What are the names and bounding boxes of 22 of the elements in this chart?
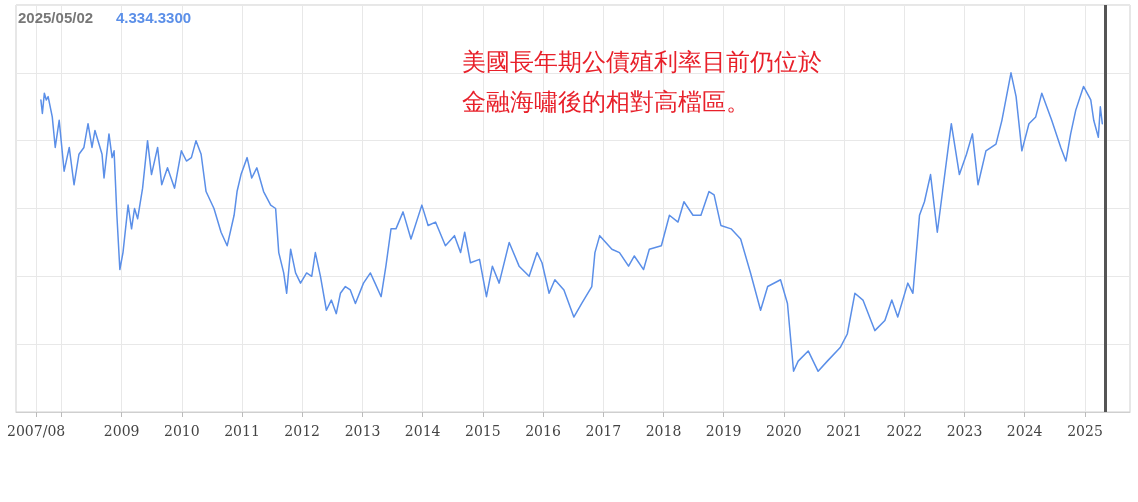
x-tick-label: 2015 bbox=[465, 423, 501, 439]
x-tick-label: 2016 bbox=[525, 423, 561, 439]
annotation: 美國長年期公債殖利率目前仍位於 bbox=[462, 48, 822, 76]
x-tick-label: 2014 bbox=[404, 423, 441, 439]
x-tick-label: 2017 bbox=[585, 423, 622, 439]
x-tick-label: 2022 bbox=[886, 423, 923, 439]
text: 4.334.3300 bbox=[116, 9, 192, 26]
annotation: 金融海嘯後的相對高檔區。 bbox=[462, 88, 750, 116]
x-tick-label: 2023 bbox=[946, 423, 983, 439]
x-tick-label: 2025 bbox=[1067, 423, 1103, 439]
x-tick-label: 2024 bbox=[1006, 423, 1043, 439]
x-tick-label: 2007/08 bbox=[7, 423, 66, 439]
x-tick-label: 2012 bbox=[284, 423, 320, 439]
x-tick-label: 2018 bbox=[645, 423, 682, 439]
x-tick-label: 2011 bbox=[224, 423, 260, 439]
text: 2025/05/02 bbox=[18, 9, 94, 26]
x-tick-label: 2013 bbox=[344, 423, 381, 439]
x-tick-label: 2009 bbox=[103, 423, 140, 439]
x-tick-label: 2021 bbox=[826, 423, 862, 439]
x-tick-label: 2019 bbox=[705, 423, 742, 439]
x-tick-label: 2010 bbox=[164, 423, 200, 439]
x-tick-label: 2020 bbox=[766, 423, 802, 439]
